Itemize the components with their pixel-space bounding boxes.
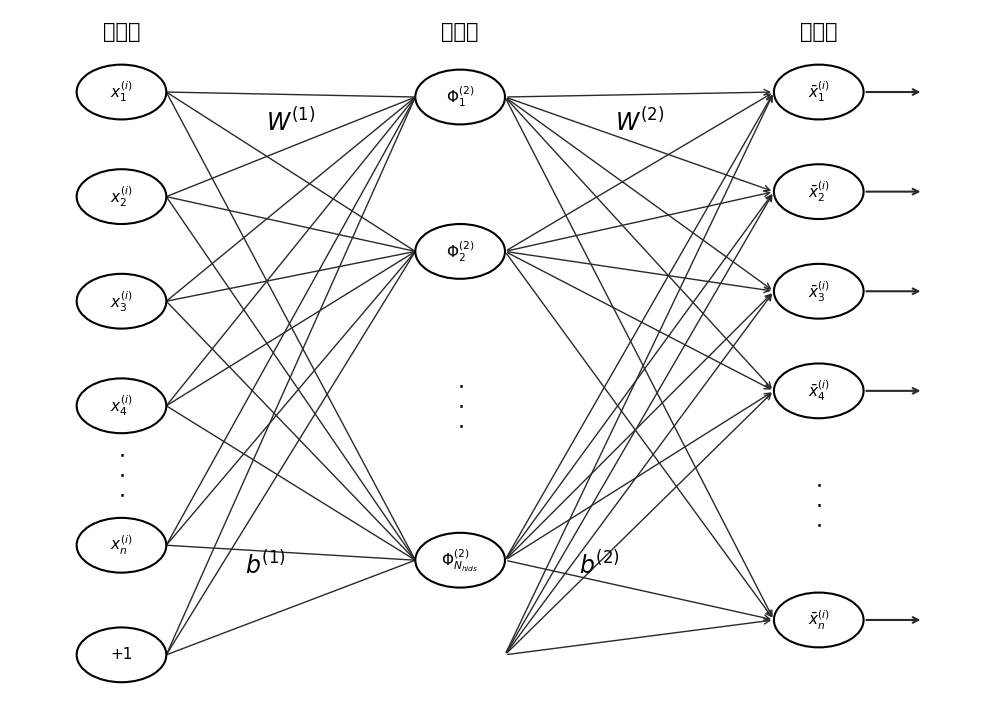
Text: +1: +1 bbox=[110, 647, 133, 663]
Text: $\mathit{b}^{(1)}$: $\mathit{b}^{(1)}$ bbox=[245, 551, 286, 579]
Text: $\bar{x}_2^{(i)}$: $\bar{x}_2^{(i)}$ bbox=[808, 179, 830, 204]
Text: $x_2^{(i)}$: $x_2^{(i)}$ bbox=[110, 184, 133, 209]
Text: $\cdot$: $\cdot$ bbox=[457, 376, 463, 396]
Text: $\cdot$: $\cdot$ bbox=[815, 515, 822, 535]
Ellipse shape bbox=[774, 65, 864, 119]
Text: $\cdot$: $\cdot$ bbox=[118, 466, 125, 486]
Text: $\mathit{W}^{(2)}$: $\mathit{W}^{(2)}$ bbox=[615, 107, 664, 137]
Text: $\cdot$: $\cdot$ bbox=[457, 396, 463, 416]
Ellipse shape bbox=[77, 378, 166, 433]
Ellipse shape bbox=[774, 592, 864, 647]
Text: $\cdot$: $\cdot$ bbox=[815, 496, 822, 515]
Text: $x_3^{(i)}$: $x_3^{(i)}$ bbox=[110, 289, 133, 314]
Ellipse shape bbox=[415, 70, 505, 124]
Text: $x_1^{(i)}$: $x_1^{(i)}$ bbox=[110, 80, 133, 105]
Text: $\bar{x}_4^{(i)}$: $\bar{x}_4^{(i)}$ bbox=[808, 378, 830, 403]
Ellipse shape bbox=[415, 533, 505, 587]
Text: 隐含层: 隐含层 bbox=[441, 22, 479, 42]
Text: $x_4^{(i)}$: $x_4^{(i)}$ bbox=[110, 393, 133, 418]
Text: $\cdot$: $\cdot$ bbox=[815, 476, 822, 496]
Text: 输入层: 输入层 bbox=[103, 22, 140, 42]
Text: $\cdot$: $\cdot$ bbox=[457, 416, 463, 436]
Ellipse shape bbox=[77, 169, 166, 224]
Text: $\Phi_2^{(2)}$: $\Phi_2^{(2)}$ bbox=[446, 239, 474, 264]
Ellipse shape bbox=[774, 164, 864, 219]
Text: $\bar{x}_3^{(i)}$: $\bar{x}_3^{(i)}$ bbox=[808, 279, 830, 304]
Ellipse shape bbox=[77, 274, 166, 328]
Ellipse shape bbox=[77, 65, 166, 119]
Text: $\bar{x}_n^{(i)}$: $\bar{x}_n^{(i)}$ bbox=[808, 609, 830, 631]
Text: $\cdot$: $\cdot$ bbox=[118, 486, 125, 506]
Text: $\Phi_1^{(2)}$: $\Phi_1^{(2)}$ bbox=[446, 85, 474, 109]
Text: $\cdot$: $\cdot$ bbox=[118, 446, 125, 466]
Text: $\Phi_{N_{hids}}^{(2)}$: $\Phi_{N_{hids}}^{(2)}$ bbox=[441, 547, 479, 574]
Ellipse shape bbox=[77, 518, 166, 572]
Ellipse shape bbox=[774, 363, 864, 418]
Ellipse shape bbox=[415, 224, 505, 279]
Ellipse shape bbox=[77, 627, 166, 683]
Ellipse shape bbox=[774, 264, 864, 319]
Text: $x_n^{(i)}$: $x_n^{(i)}$ bbox=[110, 534, 133, 557]
Text: $\bar{x}_1^{(i)}$: $\bar{x}_1^{(i)}$ bbox=[808, 80, 830, 105]
Text: $\mathit{b}^{(2)}$: $\mathit{b}^{(2)}$ bbox=[579, 551, 620, 579]
Text: 输出层: 输出层 bbox=[800, 22, 837, 42]
Text: $\mathit{W}^{(1)}$: $\mathit{W}^{(1)}$ bbox=[266, 107, 315, 137]
